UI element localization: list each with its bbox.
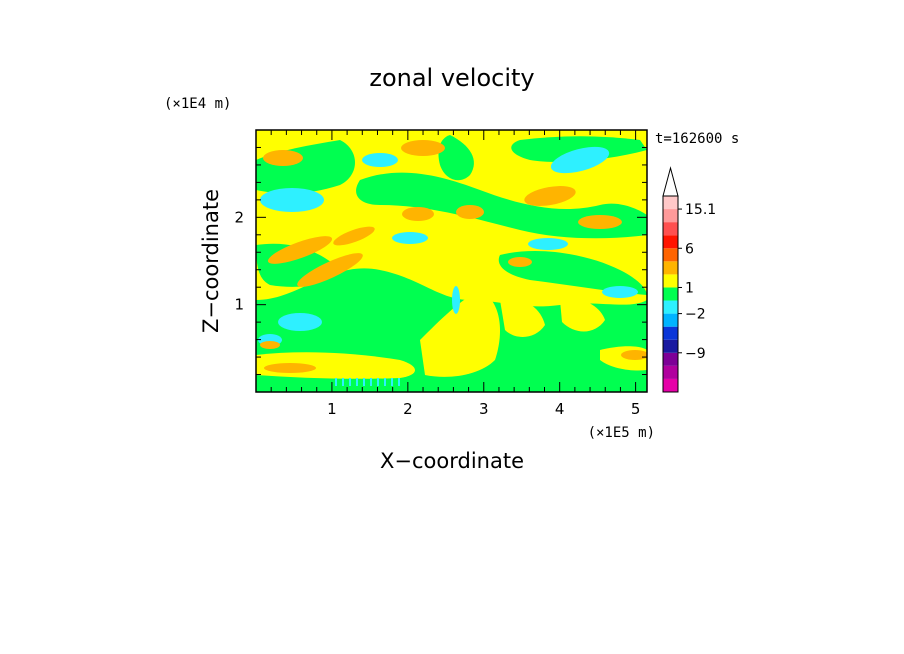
- ripple: [349, 378, 351, 386]
- colorbar-extend-arrow: [662, 166, 679, 197]
- x-axis-label: X−coordinate: [380, 449, 524, 473]
- negative-region: [362, 153, 398, 167]
- x-unit-label: (×1E5 m): [588, 425, 655, 441]
- colorbar-segment: [663, 235, 678, 249]
- negative-region: [452, 286, 460, 314]
- ripple: [363, 378, 365, 386]
- positive-region: [524, 186, 576, 206]
- colorbar-segment: [663, 365, 678, 379]
- colorbar-label: −2: [685, 307, 706, 323]
- positive-region: [297, 253, 363, 287]
- yellow-streak: [420, 290, 500, 377]
- ripple: [377, 378, 379, 386]
- colorbar-segment: [663, 209, 678, 223]
- colorbar-segment: [663, 222, 678, 236]
- ripple: [356, 378, 358, 386]
- slow-region: [498, 250, 647, 295]
- x-tick-label: 2: [403, 400, 413, 418]
- yellow-streak: [560, 298, 605, 332]
- colorbar-segment: [663, 313, 678, 327]
- plot-frame: [255, 129, 648, 393]
- positive-region: [621, 350, 647, 360]
- positive-region: [260, 341, 280, 349]
- colorbar-label: −9: [685, 346, 706, 362]
- x-tick-label: 5: [631, 400, 641, 418]
- positive-region: [508, 257, 532, 267]
- colorbar-segment: [663, 196, 678, 210]
- colorbar-segment: [663, 300, 678, 314]
- ripple: [335, 378, 337, 386]
- x-tick-label: 4: [555, 400, 565, 418]
- colorbar-label: 1: [685, 280, 694, 296]
- x-axis-ticks: 1 2 3 4 5: [270, 130, 641, 418]
- chart-title: zonal velocity: [369, 64, 534, 92]
- colorbar-segment: [663, 352, 678, 366]
- positive-region: [263, 150, 303, 166]
- ripple: [398, 378, 400, 386]
- colorbar-label: 15.1: [685, 202, 716, 218]
- x-tick-label: 3: [479, 400, 489, 418]
- colorbar-segment: [663, 378, 678, 392]
- ripple: [384, 378, 386, 386]
- colorbar: 15.1 6 1 −2 −9: [662, 166, 716, 393]
- negative-region: [392, 232, 428, 244]
- yellow-streak: [500, 298, 545, 337]
- positive-region: [578, 215, 622, 229]
- field-positive-light: [256, 290, 647, 379]
- negative-region: [528, 238, 568, 250]
- ripple: [342, 378, 344, 386]
- slow-region: [438, 135, 474, 181]
- y-axis-label: Z−coordinate: [199, 189, 223, 333]
- negative-region: [550, 146, 610, 174]
- colorbar-label: 6: [685, 241, 694, 257]
- colorbar-segment: [663, 261, 678, 275]
- positive-region: [264, 363, 316, 373]
- positive-region: [401, 140, 445, 156]
- y-tick-label: 2: [234, 208, 244, 226]
- field-positive-regions: [260, 140, 647, 373]
- y-unit-label: (×1E4 m): [164, 96, 231, 112]
- positive-region: [267, 236, 333, 264]
- ripple: [370, 378, 372, 386]
- colorbar-segment: [663, 326, 678, 340]
- positive-region: [402, 207, 434, 221]
- field-negative-regions: [258, 146, 638, 346]
- y-axis-ticks: 12: [234, 146, 647, 376]
- y-tick-label: 1: [234, 296, 244, 314]
- negative-region: [602, 286, 638, 298]
- negative-region: [278, 313, 322, 331]
- negative-region: [260, 188, 324, 212]
- time-label: t=162600 s: [655, 131, 739, 147]
- positive-region: [456, 205, 484, 219]
- positive-region: [333, 226, 375, 246]
- colorbar-segment: [663, 248, 678, 262]
- field-ripples: [335, 378, 400, 386]
- heatmap-field: [256, 130, 647, 392]
- ripple: [391, 378, 393, 386]
- colorbar-segment: [663, 274, 678, 288]
- slow-region: [356, 172, 647, 239]
- colorbar-segment: [663, 339, 678, 353]
- x-tick-label: 1: [327, 400, 337, 418]
- colorbar-segment: [663, 287, 678, 301]
